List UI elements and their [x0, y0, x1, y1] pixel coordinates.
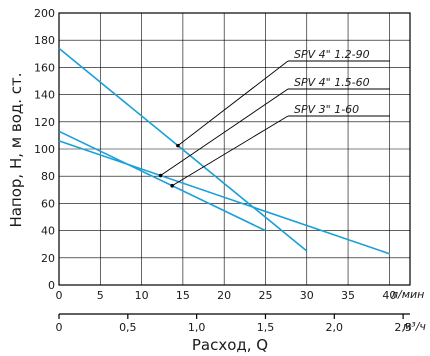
x-tick-label-primary: 5 — [97, 289, 104, 302]
leader-dot — [176, 143, 180, 148]
series-line-2 — [58, 140, 390, 255]
y-tick-labels: 0 20 40 60 80 100 120 140 160 180 200 — [34, 7, 55, 292]
x-tick-labels-secondary: 0 0,5 1,0 1,5 2,0 2,5 — [56, 314, 412, 334]
leader-dot — [158, 173, 163, 178]
y-tick-label: 100 — [34, 143, 55, 156]
y-tick-label: 160 — [34, 61, 55, 74]
x-tick-label-primary: 10 — [135, 289, 149, 302]
x-unit-secondary: м³/ч — [403, 320, 426, 333]
series-line-3 — [58, 130, 266, 232]
x-tick-label-secondary: 0,5 — [119, 321, 137, 334]
x-tick-label-primary: 20 — [217, 289, 231, 302]
series-curves — [58, 47, 390, 255]
x-tick-label-secondary: 0 — [56, 321, 63, 334]
series-label-3: SPV 3" 1-60 — [294, 103, 359, 116]
x-tick-label-primary: 40 — [382, 289, 396, 302]
y-tick-label: 60 — [41, 197, 55, 210]
x-tick-label-secondary: 2,0 — [326, 321, 344, 334]
series-labels: SPV 4" 1.2-90 SPV 4" 1.5-60 SPV 3" 1-60 — [158, 48, 390, 188]
x-tick-label-primary: 15 — [176, 289, 190, 302]
x-tick-label-primary: 30 — [300, 289, 314, 302]
y-tick-label: 40 — [41, 225, 55, 238]
y-tick-label: 20 — [41, 252, 55, 265]
y-tick-label: 0 — [48, 279, 55, 292]
y-tick-label: 140 — [34, 89, 55, 102]
x-tick-label-secondary: 1,5 — [257, 321, 275, 334]
leader-line — [160, 88, 289, 176]
series-label-1: SPV 4" 1.2-90 — [294, 48, 370, 61]
x-tick-label-primary: 25 — [258, 289, 272, 302]
x-axis-title: Расход, Q — [192, 336, 268, 354]
x-unit-primary: л/мин — [390, 288, 424, 301]
x-tick-label-secondary: 1,0 — [188, 321, 206, 334]
plot-frame — [58, 12, 411, 286]
leader-dot — [170, 183, 174, 188]
x-tick-label-primary: 35 — [341, 289, 355, 302]
y-tick-label: 200 — [34, 7, 55, 20]
x-tick-labels-primary: 0 5 10 15 20 25 30 35 40 — [56, 289, 397, 302]
y-tick-label: 120 — [34, 116, 55, 129]
y-axis-title: Напор, Н, м вод. ст. — [7, 72, 25, 227]
series-line-1 — [58, 47, 308, 252]
y-tick-label: 80 — [41, 170, 55, 183]
leader-line — [177, 60, 289, 146]
leader-line — [171, 115, 289, 187]
x-tick-label-secondary: 2,5 — [394, 321, 412, 334]
y-tick-label: 180 — [34, 34, 55, 47]
series-label-2: SPV 4" 1.5-60 — [294, 76, 370, 89]
x-tick-label-primary: 0 — [56, 289, 63, 302]
